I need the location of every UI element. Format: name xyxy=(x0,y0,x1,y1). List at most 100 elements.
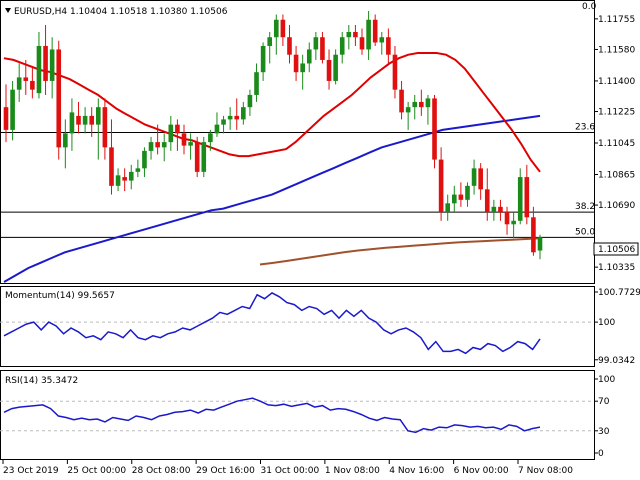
bull-candle xyxy=(313,37,319,50)
price-tick-label: 1.10335 xyxy=(598,263,635,273)
momentum-title: Momentum(14) 99.5657 xyxy=(5,291,115,301)
bull-candle xyxy=(36,45,42,94)
bear-candle xyxy=(326,59,332,81)
momentum-axis: 100.7729 100 99.0342 xyxy=(594,288,640,366)
bull-candle xyxy=(451,194,457,204)
momentum-tick-label: 99.0342 xyxy=(598,356,635,366)
bull-candle xyxy=(379,37,385,43)
price-tick-label: 1.11400 xyxy=(598,77,635,87)
fib-levels: 23.6 38.2 50.0 xyxy=(0,123,595,238)
candles xyxy=(3,10,543,260)
time-tick-label: 1 Nov 08:00 xyxy=(325,466,380,476)
bull-candle xyxy=(49,49,55,81)
bear-candle xyxy=(89,115,95,125)
bull-candle xyxy=(221,119,226,125)
bull-candle xyxy=(405,107,411,113)
bear-candle xyxy=(280,19,286,38)
bull-candle xyxy=(471,168,477,186)
bear-candle xyxy=(175,124,180,134)
price-tick-label: 1.10865 xyxy=(598,170,635,180)
bull-candle xyxy=(465,185,470,200)
bull-candle xyxy=(517,177,523,221)
bull-candle xyxy=(412,101,418,108)
price-pane-border xyxy=(0,0,595,284)
time-tick-label: 7 Nov 08:00 xyxy=(518,466,573,476)
time-tick-label: 23 Oct 2019 xyxy=(3,466,59,476)
bull-candle xyxy=(333,54,338,81)
bull-candle xyxy=(346,31,352,38)
bear-candle xyxy=(23,77,29,81)
bear-candle xyxy=(484,189,490,213)
bull-candle xyxy=(16,77,22,90)
bull-candle xyxy=(69,112,75,134)
bull-candle xyxy=(148,142,154,151)
price-axis: 1.11755 1.11580 1.11400 1.11225 1.11045 1.108… xyxy=(594,15,635,273)
rsi-line xyxy=(3,397,541,434)
bull-candle xyxy=(491,206,497,213)
current-price-marker: 1.10506 xyxy=(593,242,639,256)
fib-level-label: 23.6 xyxy=(575,123,595,133)
fib-level-label: 38.2 xyxy=(575,202,595,212)
bull-candle xyxy=(115,175,121,186)
bull-candle xyxy=(339,37,345,55)
bear-candle xyxy=(504,212,510,225)
rsi-tick-label: 0 xyxy=(598,449,604,459)
bear-candle xyxy=(399,89,404,113)
time-tick-label: 4 Nov 16:00 xyxy=(389,466,444,476)
bear-candle xyxy=(293,54,299,73)
ma-blue-line xyxy=(3,114,541,283)
current-price-box xyxy=(593,242,639,256)
bull-candle xyxy=(128,171,134,181)
bear-candle xyxy=(419,101,424,108)
bull-candle xyxy=(168,124,174,143)
momentum-tick-label: 100 xyxy=(598,318,615,328)
bear-candle xyxy=(498,206,503,213)
time-axis: 23 Oct 2019 25 Oct 00:00 28 Oct 08:00 29 Oc… xyxy=(2,460,573,476)
time-tick-label: 25 Oct 00:00 xyxy=(67,466,126,476)
price-chart-title: EURUSD,H4 1.10404 1.10518 1.10380 1.1050… xyxy=(14,7,228,17)
bear-candle xyxy=(531,217,536,253)
price-tick-label: 1.11045 xyxy=(598,139,635,149)
bull-candle xyxy=(511,220,516,225)
bull-candle xyxy=(135,168,141,172)
bear-candle xyxy=(56,49,62,148)
bear-candle xyxy=(478,168,483,190)
rsi-pane-border xyxy=(0,370,595,460)
fib-level-label: 50.0 xyxy=(575,227,595,237)
current-price-label: 1.10506 xyxy=(598,245,635,255)
bull-candle xyxy=(306,49,312,64)
bull-candle xyxy=(300,63,305,73)
bear-candle xyxy=(194,142,200,172)
bear-candle xyxy=(102,107,108,148)
bear-candle xyxy=(392,54,398,90)
bear-candle xyxy=(438,159,444,213)
price-tick-label: 1.11580 xyxy=(598,45,635,55)
bear-candle xyxy=(155,142,160,148)
bear-candle xyxy=(30,80,35,90)
bear-candle xyxy=(524,177,530,218)
bull-candle xyxy=(63,133,68,148)
bull-candle xyxy=(10,89,15,130)
momentum-series xyxy=(0,292,594,355)
bull-candle xyxy=(214,124,220,134)
bull-candle xyxy=(188,142,193,146)
time-tick-label: 28 Oct 08:00 xyxy=(132,466,191,476)
bear-candle xyxy=(320,37,325,60)
bear-candle xyxy=(43,45,48,81)
price-tick-label: 1.11755 xyxy=(598,15,635,25)
bear-candle xyxy=(122,177,127,181)
bull-candle xyxy=(366,19,371,50)
bull-candle xyxy=(247,94,253,108)
momentum-line xyxy=(3,292,541,355)
bull-candle xyxy=(273,19,279,38)
bear-candle xyxy=(458,194,464,200)
momentum-tick-label: 100.7729 xyxy=(598,288,640,298)
bear-candle xyxy=(386,37,391,55)
bear-candle xyxy=(109,147,114,186)
rsi-axis: 100 70 30 0 xyxy=(594,375,615,459)
bull-candle xyxy=(208,133,213,143)
dropdown-triangle-icon[interactable] xyxy=(5,8,11,13)
bear-candle xyxy=(76,115,81,125)
